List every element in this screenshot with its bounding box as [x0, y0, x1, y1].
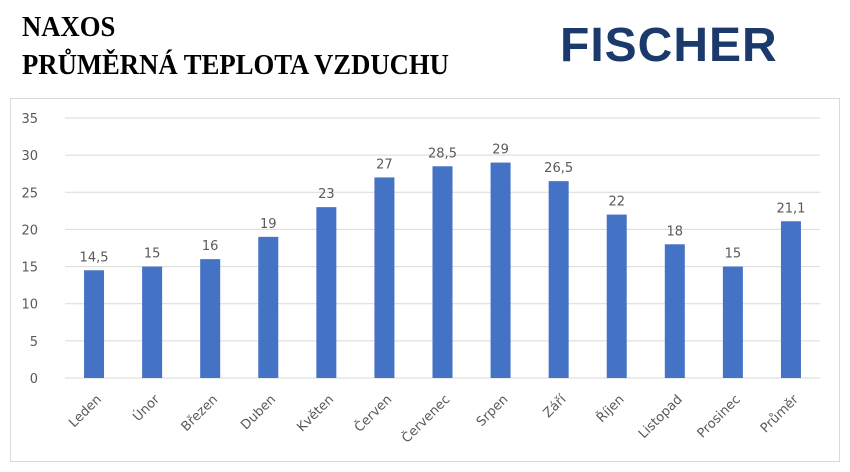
- x-tick-label: Průměr: [758, 392, 802, 436]
- y-tick-label: 35: [21, 112, 38, 127]
- bar: [780, 221, 801, 378]
- bar: [490, 162, 511, 378]
- bar: [548, 181, 569, 378]
- y-tick-label: 10: [21, 298, 38, 313]
- x-tick-label: Červen: [351, 392, 395, 436]
- y-tick-label: 30: [21, 149, 38, 164]
- data-label: 23: [318, 187, 335, 202]
- bar: [258, 236, 279, 378]
- bar: [606, 214, 627, 378]
- x-tick-label: Květen: [294, 392, 337, 435]
- data-label: 18: [667, 224, 684, 239]
- y-tick-label: 20: [21, 223, 38, 238]
- bar: [200, 259, 221, 378]
- x-tick-label: Únor: [130, 391, 164, 425]
- data-label: 22: [608, 195, 625, 210]
- x-tick-label: Říjen: [593, 392, 627, 426]
- bar: [316, 207, 337, 378]
- x-tick-label: Červenec: [399, 392, 454, 447]
- title-line-1: NAXOS: [22, 11, 116, 43]
- chart-frame: [10, 98, 840, 462]
- bar: [432, 166, 453, 378]
- x-tick-label: Září: [541, 392, 570, 421]
- bar: [374, 177, 395, 378]
- y-tick-label: 5: [30, 335, 38, 350]
- y-tick-label: 25: [21, 186, 38, 201]
- data-label: 29: [492, 143, 509, 158]
- y-tick-label: 15: [21, 261, 38, 276]
- x-tick-label: Březen: [179, 392, 221, 434]
- data-label: 19: [260, 217, 277, 232]
- data-label: 15: [725, 247, 742, 262]
- data-label: 14,5: [80, 250, 109, 265]
- bar: [664, 244, 685, 378]
- x-tick-label: Leden: [66, 392, 105, 431]
- x-tick-label: Duben: [238, 392, 279, 433]
- x-tick-label: Listopad: [636, 392, 686, 442]
- data-label: 27: [376, 157, 393, 172]
- bar: [84, 270, 105, 378]
- data-label: 26,5: [544, 161, 573, 176]
- x-tick-label: Srpen: [474, 392, 512, 430]
- bar: [722, 266, 743, 378]
- fischer-logo: FISCHER: [560, 19, 778, 72]
- data-label: 16: [202, 239, 219, 254]
- data-label: 15: [144, 247, 161, 262]
- data-label: 21,1: [776, 201, 805, 216]
- x-tick-label: Prosinec: [695, 392, 744, 441]
- page-title: NAXOS PRŮMĚRNÁ TEPLOTA VZDUCHU: [22, 8, 449, 84]
- title-line-2: PRŮMĚRNÁ TEPLOTA VZDUCHU: [22, 49, 449, 81]
- y-tick-label: 0: [30, 372, 38, 387]
- data-label: 28,5: [428, 146, 457, 161]
- bar: [142, 266, 163, 378]
